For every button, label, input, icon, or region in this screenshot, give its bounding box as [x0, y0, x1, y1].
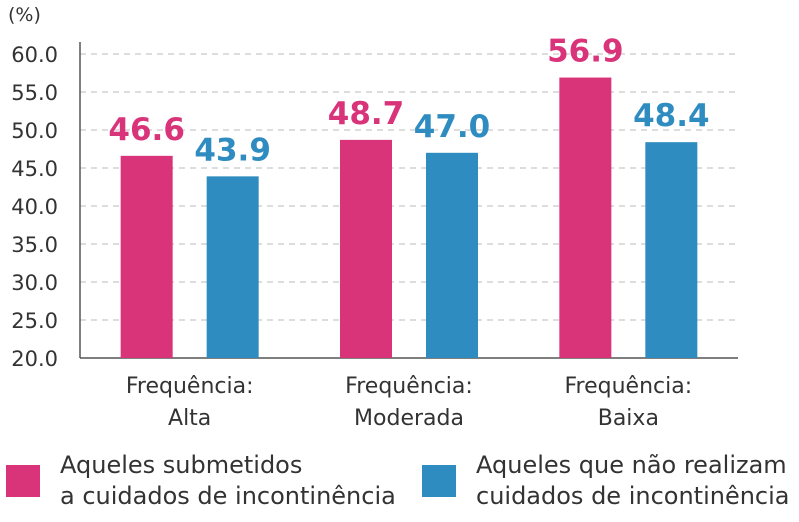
data-label: 48.7 — [328, 96, 405, 132]
y-tick-label: 55.0 — [11, 81, 58, 105]
x-category-label: Frequência: — [126, 374, 254, 399]
x-category-label: Baixa — [598, 406, 659, 431]
legend-label-line: Aqueles submetidos — [60, 451, 303, 479]
y-tick-label: 50.0 — [11, 119, 58, 143]
bar — [426, 152, 478, 358]
y-tick-label: 60.0 — [11, 43, 58, 67]
legend-label-line: cuidados de incontinência — [476, 482, 790, 510]
bar — [645, 142, 698, 358]
bars — [120, 77, 698, 358]
x-category-label: Frequência: — [345, 374, 473, 399]
legend-swatch-submitted — [6, 465, 40, 497]
legend-label-line: a cuidados de incontinência — [60, 482, 396, 510]
legend-label-line: Aqueles que não realizam — [476, 451, 787, 479]
legend-label-not-submitted: Aqueles que não realizam cuidados de inc… — [476, 450, 790, 512]
legend-label-submitted: Aqueles submetidos a cuidados de inconti… — [60, 450, 396, 512]
bar — [340, 139, 392, 358]
y-tick-label: 40.0 — [11, 195, 58, 219]
data-label: 47.0 — [414, 109, 491, 145]
y-tick-label: 20.0 — [11, 347, 58, 371]
data-label: 46.6 — [108, 112, 185, 148]
y-tick-label: 35.0 — [11, 233, 58, 257]
legend-item-not-submitted: Aqueles que não realizam cuidados de inc… — [422, 450, 790, 512]
legend-swatch-not-submitted — [422, 465, 456, 497]
data-label: 48.4 — [633, 98, 710, 134]
y-tick-label: 45.0 — [11, 157, 58, 181]
data-label: 43.9 — [194, 132, 271, 168]
x-category-label: Alta — [168, 406, 211, 431]
gridlines — [80, 53, 738, 321]
x-category-label: Frequência: — [565, 374, 693, 399]
x-axis-categories: Frequência: Alta Frequência: Moderada Frequê… — [126, 374, 692, 431]
data-label: 56.9 — [547, 34, 624, 70]
bar — [120, 155, 173, 358]
y-tick-label: 25.0 — [11, 309, 58, 333]
data-labels: 46.643.9 48.7 47.0 56.948.4 — [108, 34, 709, 169]
y-axis-ticks: 20.0 25.0 30.0 35.0 40.0 45.0 50.0 55.0 60.0 — [11, 43, 58, 371]
legend-item-submitted: Aqueles submetidos a cuidados de inconti… — [6, 450, 396, 512]
bar — [559, 77, 612, 358]
bar — [206, 176, 259, 358]
unit-label: (%) — [8, 4, 41, 26]
y-tick-label: 30.0 — [11, 271, 58, 295]
x-category-label: Moderada — [354, 406, 464, 431]
